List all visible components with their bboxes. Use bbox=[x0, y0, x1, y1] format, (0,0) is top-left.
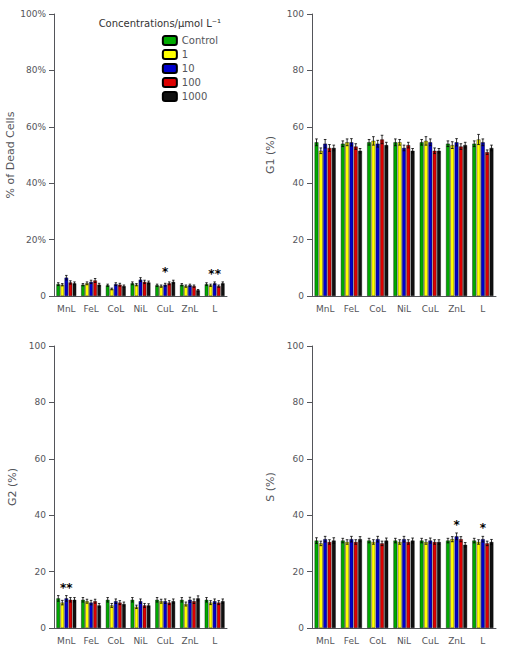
svg-text:60: 60 bbox=[293, 122, 305, 132]
svg-text:0: 0 bbox=[298, 623, 304, 633]
svg-text:80%: 80% bbox=[26, 65, 46, 75]
svg-text:100%: 100% bbox=[20, 9, 46, 19]
svg-text:100: 100 bbox=[287, 341, 304, 351]
svg-text:MnL: MnL bbox=[316, 636, 334, 646]
svg-text:0: 0 bbox=[40, 623, 46, 633]
svg-text:ZnL: ZnL bbox=[448, 636, 465, 646]
svg-text:CuL: CuL bbox=[157, 304, 174, 314]
svg-text:40: 40 bbox=[35, 510, 47, 520]
svg-text:*: * bbox=[453, 518, 460, 532]
svg-text:60%: 60% bbox=[26, 122, 46, 132]
svg-text:0: 0 bbox=[298, 291, 304, 301]
svg-text:1: 1 bbox=[182, 49, 188, 60]
svg-text:40: 40 bbox=[293, 178, 305, 188]
svg-text:L: L bbox=[212, 636, 217, 646]
svg-text:Concentrations/μmol L⁻¹: Concentrations/μmol L⁻¹ bbox=[99, 18, 221, 29]
svg-text:ZnL: ZnL bbox=[181, 304, 198, 314]
svg-text:80: 80 bbox=[293, 397, 305, 407]
svg-text:L: L bbox=[212, 304, 217, 314]
svg-text:0: 0 bbox=[40, 291, 46, 301]
svg-text:FeL: FeL bbox=[344, 304, 359, 314]
svg-text:40%: 40% bbox=[26, 178, 46, 188]
svg-text:NiL: NiL bbox=[133, 304, 147, 314]
svg-text:FeL: FeL bbox=[83, 636, 98, 646]
svg-text:L: L bbox=[480, 636, 485, 646]
svg-text:L: L bbox=[480, 304, 485, 314]
svg-text:CuL: CuL bbox=[157, 636, 174, 646]
svg-text:*: * bbox=[480, 521, 487, 535]
svg-text:FeL: FeL bbox=[344, 636, 359, 646]
svg-text:G2 (%): G2 (%) bbox=[6, 468, 19, 506]
svg-text:CoL: CoL bbox=[369, 636, 386, 646]
svg-text:80: 80 bbox=[293, 65, 305, 75]
svg-text:60: 60 bbox=[35, 454, 47, 464]
svg-text:20: 20 bbox=[35, 567, 47, 577]
svg-text:FeL: FeL bbox=[83, 304, 98, 314]
svg-text:20: 20 bbox=[293, 567, 305, 577]
svg-text:NiL: NiL bbox=[397, 636, 411, 646]
svg-text:ZnL: ZnL bbox=[448, 304, 465, 314]
svg-text:ZnL: ZnL bbox=[181, 636, 198, 646]
svg-text:20: 20 bbox=[293, 235, 305, 245]
svg-text:CoL: CoL bbox=[369, 304, 386, 314]
svg-text:Control: Control bbox=[182, 35, 218, 46]
svg-text:80: 80 bbox=[35, 397, 47, 407]
svg-text:20%: 20% bbox=[26, 235, 46, 245]
svg-text:CuL: CuL bbox=[422, 636, 439, 646]
svg-text:S (%): S (%) bbox=[264, 472, 277, 502]
svg-text:CoL: CoL bbox=[107, 304, 124, 314]
svg-text:100: 100 bbox=[287, 9, 304, 19]
svg-text:10: 10 bbox=[182, 63, 195, 74]
svg-text:% of Dead Cells: % of Dead Cells bbox=[4, 111, 17, 198]
svg-text:MnL: MnL bbox=[57, 304, 75, 314]
svg-text:*: * bbox=[162, 265, 169, 279]
svg-text:NiL: NiL bbox=[133, 636, 147, 646]
svg-text:**: ** bbox=[60, 581, 73, 595]
svg-text:40: 40 bbox=[293, 510, 305, 520]
svg-text:MnL: MnL bbox=[57, 636, 75, 646]
svg-text:MnL: MnL bbox=[316, 304, 334, 314]
svg-text:CoL: CoL bbox=[107, 636, 124, 646]
svg-text:60: 60 bbox=[293, 454, 305, 464]
svg-text:100: 100 bbox=[182, 77, 201, 88]
svg-text:CuL: CuL bbox=[422, 304, 439, 314]
svg-text:G1 (%): G1 (%) bbox=[264, 136, 277, 174]
svg-text:**: ** bbox=[208, 267, 221, 281]
svg-text:100: 100 bbox=[29, 341, 46, 351]
svg-text:1000: 1000 bbox=[182, 91, 207, 102]
svg-text:NiL: NiL bbox=[397, 304, 411, 314]
